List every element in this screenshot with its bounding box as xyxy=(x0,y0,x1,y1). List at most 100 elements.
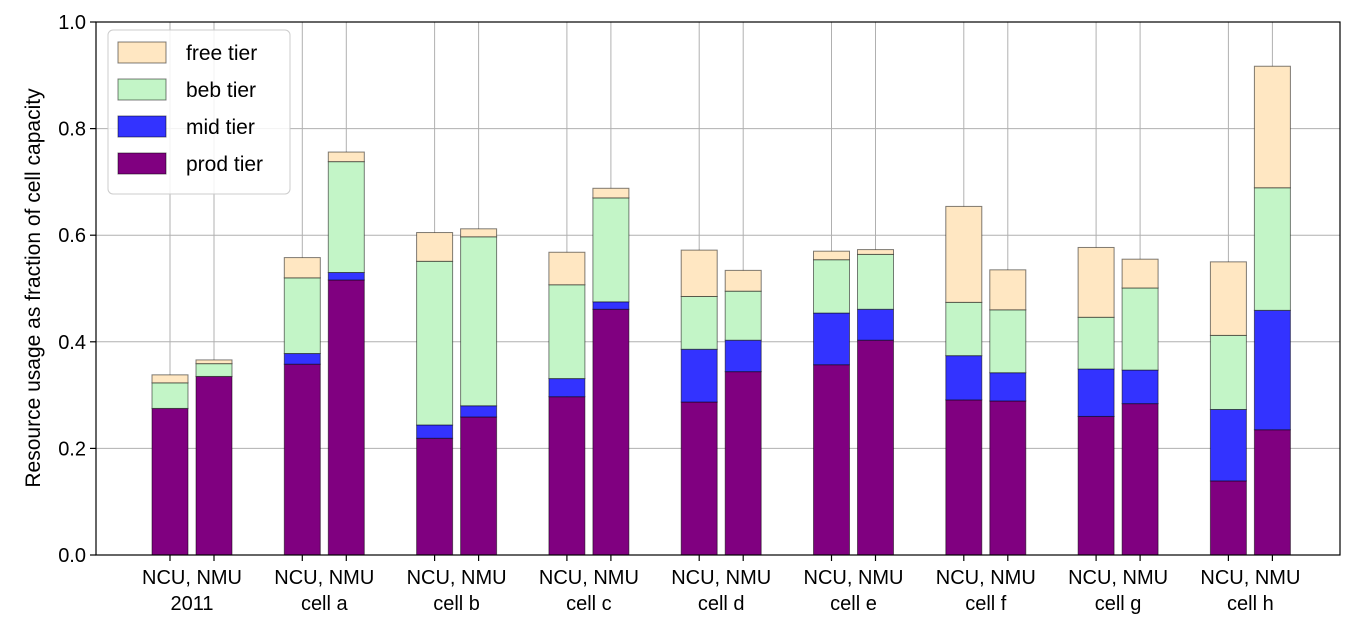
bar-segment-free-tier xyxy=(460,228,498,238)
bar-segment-free-tier xyxy=(151,374,189,384)
y-tick-label: 0.6 xyxy=(58,225,86,247)
x-axis-ticks: NCU, NMU 2011 NCU, NMU cell a NCU, NMU cell b… xyxy=(142,555,1300,615)
bar-segment-mid-tier xyxy=(416,424,454,439)
bar-segment-free-tier xyxy=(1121,258,1159,289)
bar-segment-free-tier xyxy=(1253,65,1291,189)
bar-segment-prod-tier xyxy=(195,375,233,556)
bar-segment-prod-tier xyxy=(151,407,189,556)
bar-segment-mid-tier xyxy=(460,405,498,418)
bar-segment-prod-tier xyxy=(460,416,498,556)
y-tick-label: 0.0 xyxy=(58,545,86,567)
bar-segment-beb-tier xyxy=(283,277,321,355)
bar-segment-prod-tier xyxy=(1209,480,1247,556)
bar-segment-beb-tier xyxy=(724,290,762,341)
x-tick-label: NCU, NMU xyxy=(1068,567,1168,589)
x-tick-label: NCU, NMU xyxy=(804,567,904,589)
bar-segment-mid-tier xyxy=(857,308,894,341)
bar-segment-prod-tier xyxy=(724,371,762,556)
bar-segment-free-tier xyxy=(548,251,586,286)
bar-segment-prod-tier xyxy=(857,339,894,556)
legend-label: free tier xyxy=(186,42,257,65)
x-tick-label: NCU, NMU xyxy=(274,567,374,589)
bar-segment-mid-tier xyxy=(327,272,365,281)
bar-segment-beb-tier xyxy=(989,309,1027,374)
bar-segment-beb-tier xyxy=(945,301,983,357)
legend-swatch xyxy=(117,152,167,175)
bar-segment-mid-tier xyxy=(989,372,1027,402)
bar-segment-free-tier xyxy=(945,205,983,303)
bar-segment-prod-tier xyxy=(680,401,718,556)
bar-segment-free-tier xyxy=(857,249,894,255)
bar-segment-beb-tier xyxy=(460,236,498,407)
bar-segment-beb-tier xyxy=(680,295,718,350)
x-tick-label: NCU, NMU xyxy=(142,567,242,589)
bar-segment-free-tier xyxy=(1077,246,1115,318)
legend-label: mid tier xyxy=(186,116,255,139)
bar-segment-prod-tier xyxy=(283,363,321,556)
bar-segment-prod-tier xyxy=(1077,415,1115,556)
bar-segment-mid-tier xyxy=(1121,369,1159,405)
x-tick-label: NCU, NMU xyxy=(671,567,771,589)
legend-label: beb tier xyxy=(186,79,256,102)
x-tick-label: NCU, NMU xyxy=(936,567,1036,589)
bar-segment-prod-tier xyxy=(416,437,454,556)
bar-segment-prod-tier xyxy=(813,364,850,556)
bar-segment-free-tier xyxy=(724,269,762,292)
x-tick-label: NCU, NMU xyxy=(1200,567,1300,589)
bars xyxy=(151,65,1291,556)
x-tick-label: NCU, NMU xyxy=(539,567,639,589)
y-tick-label: 0.2 xyxy=(58,438,86,460)
bar-segment-free-tier xyxy=(283,257,321,279)
bar-segment-mid-tier xyxy=(813,312,850,366)
legend-swatch xyxy=(117,41,167,64)
x-group-label: cell h xyxy=(1227,593,1274,615)
legend-swatch xyxy=(117,115,167,138)
bar-segment-mid-tier xyxy=(1209,408,1247,482)
x-group-label: 2011 xyxy=(170,593,213,615)
x-group-label: cell d xyxy=(698,593,745,615)
bar-segment-beb-tier xyxy=(1253,187,1291,311)
bar-segment-mid-tier xyxy=(283,353,321,365)
bar-segment-free-tier xyxy=(416,232,454,262)
legend-swatch xyxy=(117,78,167,101)
x-group-label: cell b xyxy=(433,593,480,615)
bar-segment-free-tier xyxy=(680,249,718,297)
legend-label: prod tier xyxy=(186,153,263,176)
bar-segment-free-tier xyxy=(592,187,630,199)
bar-segment-prod-tier xyxy=(592,308,630,556)
y-tick-label: 1.0 xyxy=(58,12,86,34)
x-group-label: cell a xyxy=(301,593,349,615)
bar-segment-free-tier xyxy=(1209,261,1247,336)
bar-segment-free-tier xyxy=(989,269,1027,311)
bar-segment-beb-tier xyxy=(1121,287,1159,371)
bar-segment-prod-tier xyxy=(945,399,983,556)
y-axis-label: Resource usage as fraction of cell capac… xyxy=(22,88,45,488)
bar-segment-beb-tier xyxy=(195,363,233,377)
bar-segment-beb-tier xyxy=(857,253,894,310)
bar-segment-free-tier xyxy=(813,250,850,261)
bar-segment-prod-tier xyxy=(327,279,365,556)
bar-segment-prod-tier xyxy=(1121,403,1159,556)
bar-segment-beb-tier xyxy=(813,259,850,314)
x-group-label: cell e xyxy=(830,593,877,615)
bar-segment-mid-tier xyxy=(592,301,630,310)
bar-segment-beb-tier xyxy=(327,161,365,274)
bar-segment-free-tier xyxy=(327,151,365,163)
bar-segment-prod-tier xyxy=(548,396,586,556)
legend: free tier beb tier mid tier prod tier xyxy=(107,29,291,195)
x-group-label: cell f xyxy=(965,593,1007,615)
bar-segment-prod-tier xyxy=(1253,429,1291,556)
y-tick-label: 0.4 xyxy=(58,332,86,354)
plot-frame xyxy=(95,21,1341,556)
bar-segment-beb-tier xyxy=(592,197,630,303)
bar-segment-free-tier xyxy=(195,359,233,365)
bar-segment-mid-tier xyxy=(548,378,586,398)
bar-segment-beb-tier xyxy=(548,284,586,380)
y-tick-label: 0.8 xyxy=(58,119,86,141)
bar-segment-beb-tier xyxy=(1077,316,1115,370)
bar-segment-beb-tier xyxy=(416,260,454,426)
bar-segment-prod-tier xyxy=(989,400,1027,556)
y-axis-ticks: 0.0 0.2 0.4 0.6 0.8 1.0 xyxy=(58,12,96,567)
bar-segment-mid-tier xyxy=(1077,368,1115,417)
